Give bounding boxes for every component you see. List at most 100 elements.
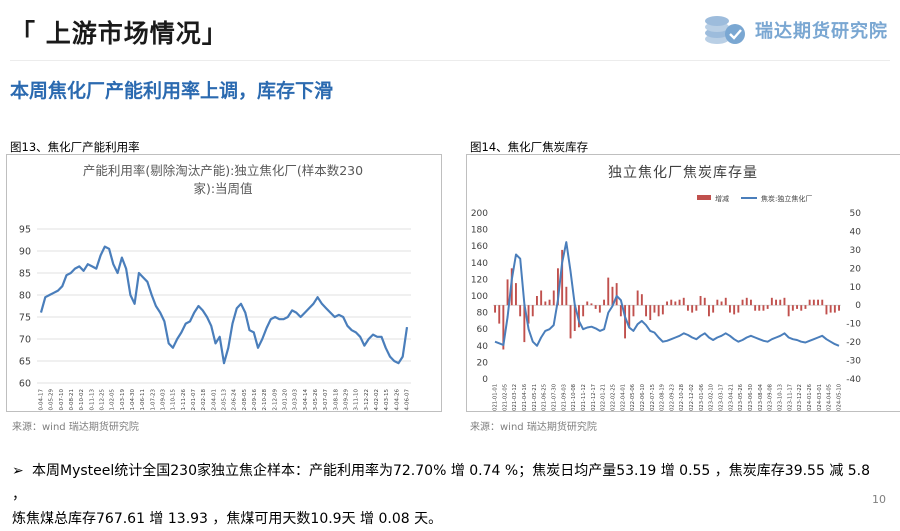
- x-tick-label: 2023-12-22: [797, 384, 803, 411]
- x-tick-label: 2023-09-29: [344, 389, 350, 411]
- y-left-tick-label: 140: [471, 259, 488, 269]
- x-tick-label: 2021-02-05: [110, 389, 116, 411]
- x-tick-label: 2022-01-21: [601, 384, 607, 411]
- stock-line: [494, 241, 840, 347]
- change-bar: [536, 296, 538, 306]
- x-tick-label: 2021-04-30: [130, 389, 136, 411]
- x-tick-label: 2020-10-02: [79, 389, 85, 411]
- x-tick-label: 2023-08-18: [333, 389, 339, 411]
- change-bar: [515, 283, 517, 306]
- x-tick-label: 2022-05-06: [630, 384, 636, 411]
- change-bar: [817, 299, 819, 306]
- x-tick-label: 2024-04-26: [394, 389, 400, 411]
- x-tick-label: 2024-06-07: [405, 389, 411, 411]
- change-bar: [741, 299, 744, 306]
- x-tick-label: 2024-02-02: [374, 389, 380, 411]
- legend-swatch-bar: [697, 195, 711, 200]
- change-bar: [745, 297, 748, 306]
- x-tick-label: 2023-06-30: [748, 384, 754, 411]
- change-bar: [653, 305, 656, 313]
- x-tick-label: 2022-08-19: [660, 384, 666, 411]
- x-tick-label: 2023-03-17: [719, 384, 725, 411]
- change-bar: [737, 305, 740, 313]
- change-bar: [498, 305, 501, 324]
- change-bar: [540, 290, 543, 306]
- change-bar: [762, 305, 765, 311]
- y-left-tick-label: 80: [477, 309, 489, 319]
- x-tick-label: 2021-01-01: [493, 384, 499, 411]
- x-tick-label: 2022-04-01: [620, 384, 626, 411]
- x-tick-label: 2020-07-10: [59, 389, 65, 411]
- x-tick-label: 2021-11-26: [181, 389, 187, 411]
- change-bar: [775, 299, 777, 306]
- change-bar: [800, 305, 803, 311]
- y-left-tick-label: 0: [482, 375, 488, 385]
- x-tick-label: 2021-04-16: [522, 384, 528, 411]
- x-tick-label: 2021-07-23: [150, 389, 156, 411]
- change-bar: [674, 301, 677, 306]
- change-bar: [808, 299, 811, 306]
- y-left-tick-label: 60: [477, 325, 489, 335]
- change-bar: [586, 301, 589, 306]
- x-tick-label: 2024-03-01: [817, 384, 823, 411]
- x-tick-label: 2021-09-03: [561, 384, 567, 411]
- page-title: 「 上游市场情况」: [10, 19, 228, 48]
- x-tick-label: 2023-10-13: [778, 384, 784, 411]
- x-tick-label: 2020-11-13: [89, 389, 95, 411]
- y-tick-label: 80: [19, 291, 31, 302]
- y-right-tick-label: 20: [850, 264, 862, 274]
- change-bar: [590, 303, 593, 306]
- x-tick-label: 2022-07-15: [650, 384, 656, 411]
- change-bar: [552, 290, 555, 306]
- brand-logo: 瑞达期货研究院: [703, 14, 888, 46]
- change-bar: [594, 305, 597, 309]
- chart-frame-right: 独立焦化厂焦炭库存量 增减 焦炭:独立焦化厂 0 20 40 60 80 100 120 140 16…: [466, 154, 900, 412]
- x-tick-label: 2021-09-03: [161, 389, 167, 411]
- change-bar: [561, 249, 564, 306]
- change-bar: [640, 294, 643, 306]
- change-bar: [720, 301, 723, 306]
- change-bar: [636, 290, 639, 306]
- chart-title-line-1: 产能利用率(剔除淘汰产能):独立焦化厂(样本数230: [83, 163, 363, 178]
- change-bar: [628, 305, 631, 328]
- x-tick-label: 2024-01-26: [807, 384, 813, 411]
- y-tick-label: 75: [19, 313, 31, 324]
- y-left-tick-label: 180: [471, 226, 488, 236]
- change-bar: [691, 305, 694, 313]
- change-bar: [619, 305, 622, 317]
- y-left-tick-label: 160: [471, 242, 488, 252]
- coin-stack-icon: [705, 16, 745, 44]
- x-tick-label: 2022-04-01: [211, 389, 217, 411]
- change-bar: [632, 305, 635, 317]
- change-bar: [682, 297, 685, 306]
- chart-frame-left: 产能利用率(剔除淘汰产能):独立焦化厂(样本数230 家):当周值 60 65 70 75…: [6, 154, 442, 412]
- change-bar: [833, 305, 836, 313]
- y-left-tick-label: 200: [471, 209, 488, 219]
- x-tick-label: 2022-12-09: [272, 389, 278, 411]
- x-tick-label: 2021-03-19: [120, 389, 126, 411]
- change-bar: [733, 305, 736, 315]
- source-left: 来源：wind 瑞达期货研究院: [12, 422, 139, 433]
- x-tick-label: 2021-10-08: [571, 384, 577, 411]
- change-bar: [716, 299, 719, 306]
- bullet-arrow-icon: ➢: [12, 463, 24, 479]
- change-bar: [825, 305, 828, 315]
- change-bar: [804, 305, 807, 309]
- change-bar: [615, 283, 618, 306]
- change-bar: [607, 277, 610, 306]
- change-bar: [661, 305, 664, 315]
- x-tick-label: 2023-03-03: [293, 389, 299, 411]
- change-bar: [678, 299, 681, 306]
- change-bar: [729, 305, 731, 313]
- x-tick-label: 2023-04-21: [728, 384, 734, 411]
- y-left-tick-label: 20: [477, 358, 489, 368]
- change-bar: [523, 305, 526, 343]
- logo-text: 瑞达期货研究院: [755, 21, 888, 42]
- x-tick-label: 2023-11-10: [354, 389, 360, 411]
- x-tick-label: 2023-11-17: [787, 384, 793, 411]
- change-bar: [703, 297, 706, 306]
- x-tick-label: 2020-05-29: [49, 389, 55, 411]
- x-tick-label: 2022-05-13: [222, 389, 228, 411]
- chart-label-left: 图13、焦化厂产能利用率: [10, 140, 140, 154]
- chart-title-line-2: 家):当周值: [193, 181, 252, 196]
